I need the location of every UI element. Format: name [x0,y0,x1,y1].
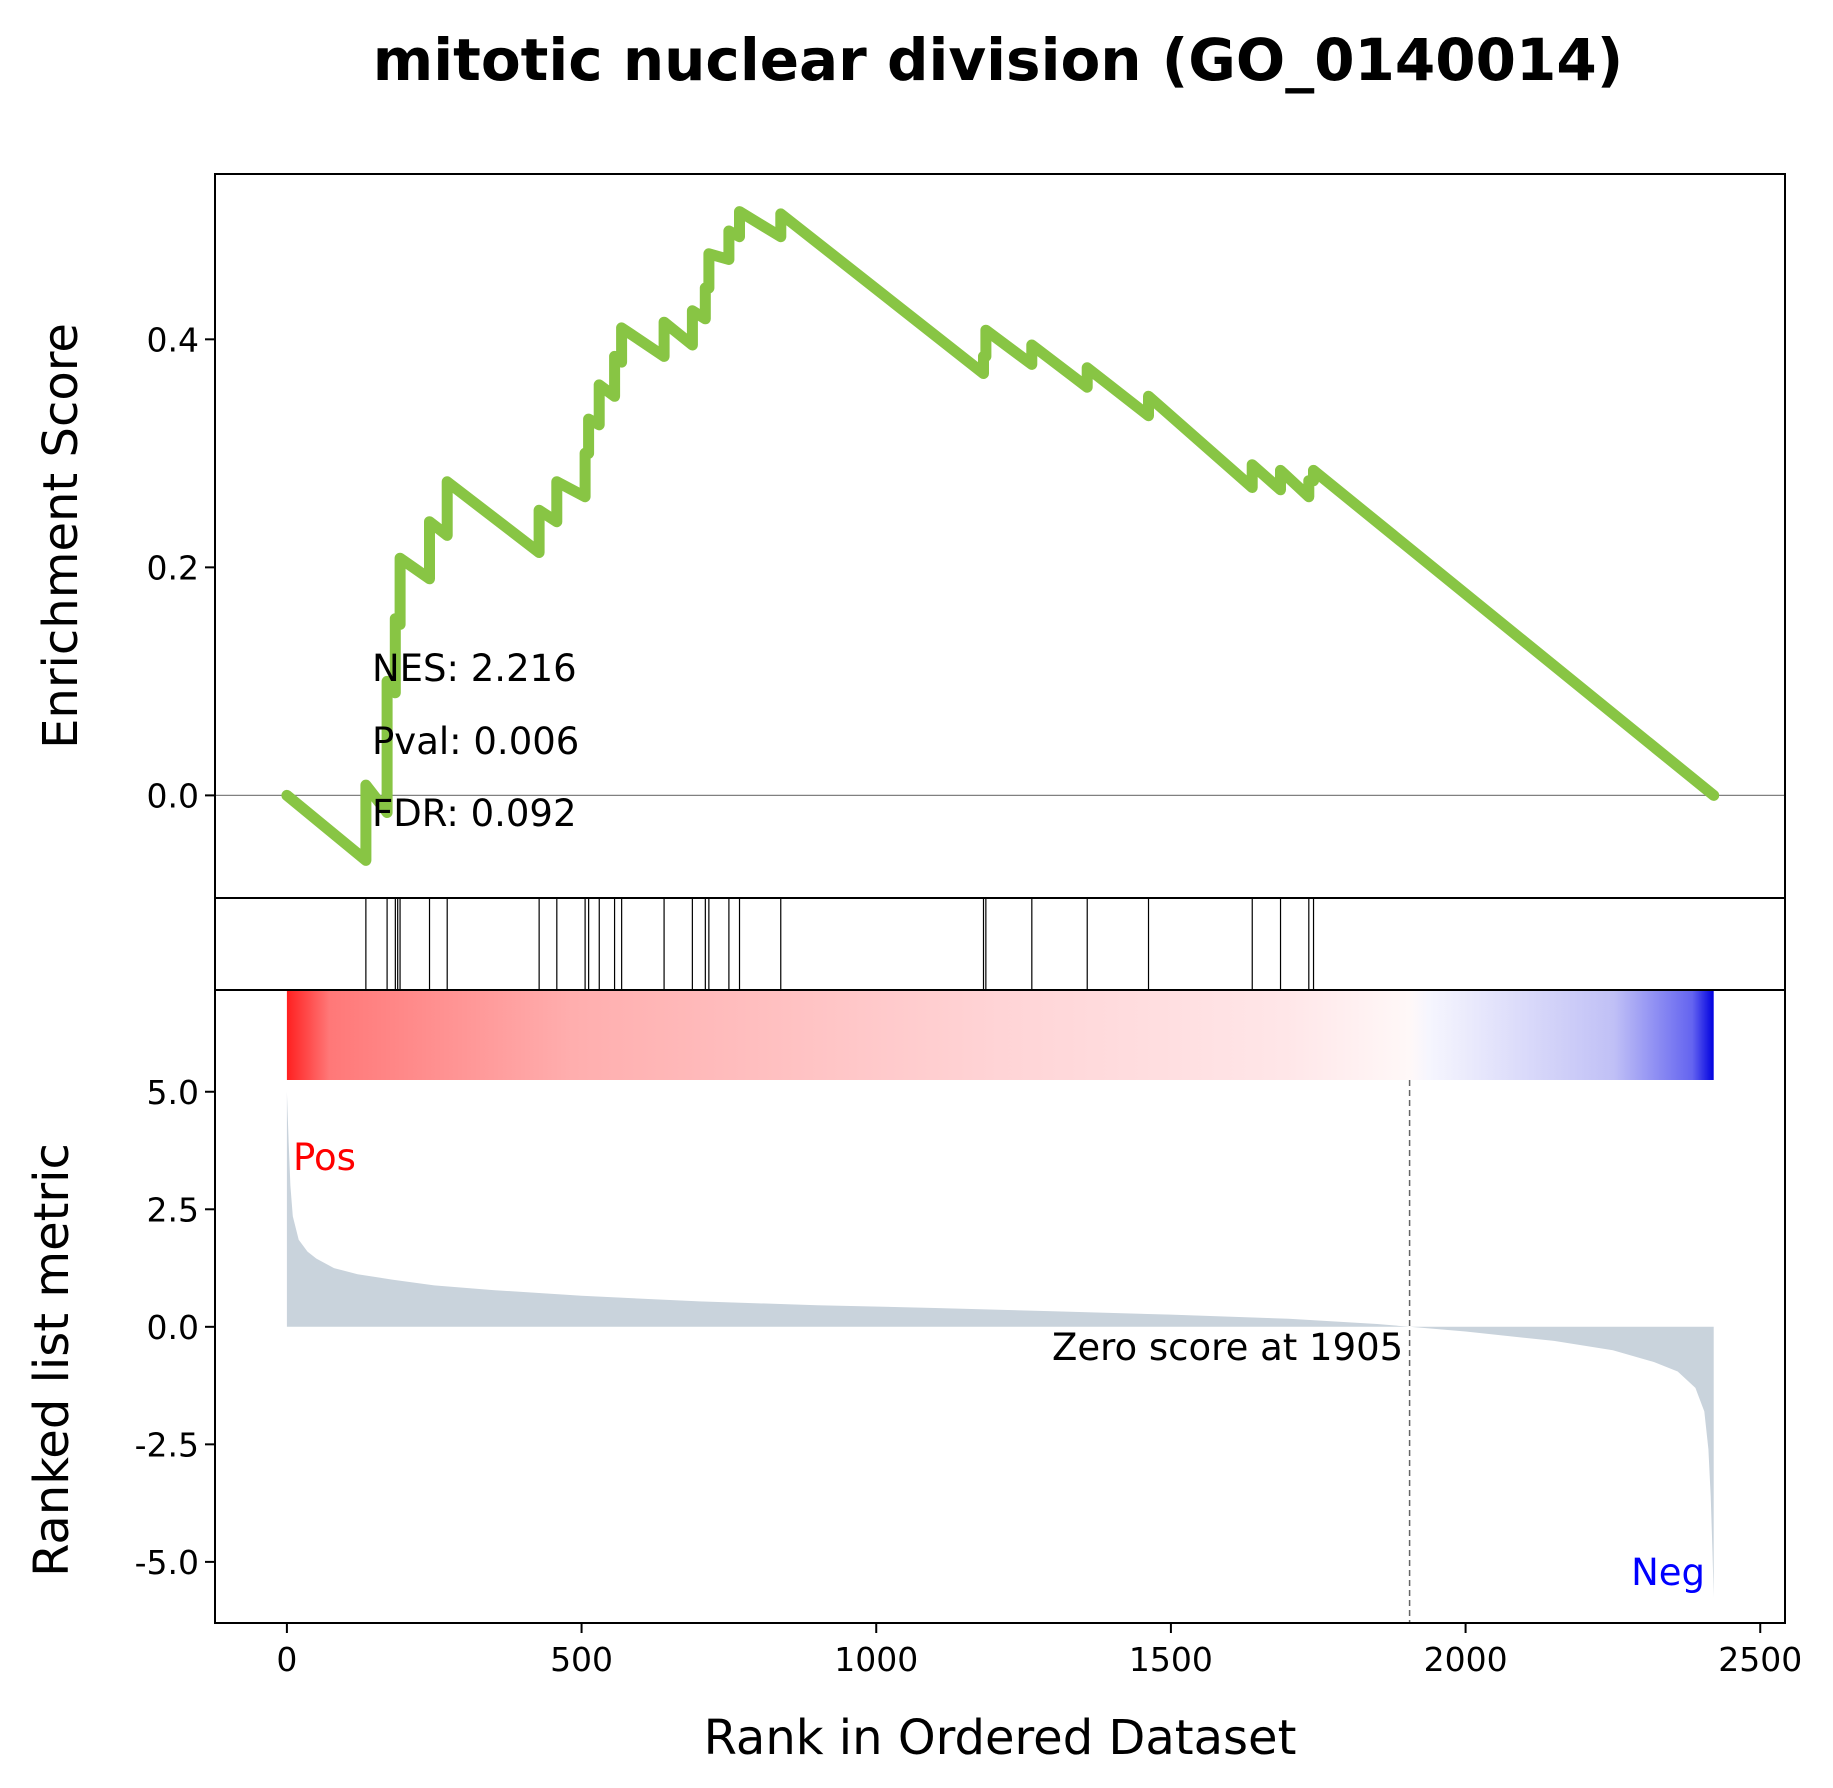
metric-y-tick-label: 0.0 [147,1308,199,1347]
metric-y-tick-label: -2.5 [135,1425,199,1464]
metric-y-tick-label: -5.0 [135,1543,199,1582]
x-tick-label: 1000 [834,1640,918,1679]
metric-y-tick-label: 5.0 [147,1073,199,1112]
metric-x-ticks: 0 500 1000 1500 2000 2500 [276,1623,1802,1679]
es-y-ticks: 0.0 0.2 0.4 [147,320,215,815]
pos-label: Pos [293,1136,356,1179]
es-y-tick-label: 0.2 [147,548,199,587]
x-tick-label: 2000 [1424,1640,1508,1679]
metric-y-axis-label: Ranked list metric [24,1143,80,1577]
hits-panel [214,897,1786,991]
x-tick-label: 1500 [1129,1640,1213,1679]
es-y-tick-label: 0.0 [147,776,199,815]
x-tick-label: 500 [550,1640,613,1679]
metric-y-tick-label: 2.5 [147,1190,199,1229]
x-tick-label: 2500 [1718,1640,1802,1679]
hit-lines [365,898,1315,990]
nes-stat: NES: 2.216 [372,647,577,690]
pval-stat: Pval: 0.006 [372,720,579,763]
chart-title: mitotic nuclear division (GO_0140014) [373,26,1623,94]
x-tick-label: 0 [276,1640,297,1679]
es-y-tick-label: 0.4 [147,320,199,359]
neg-label: Neg [1631,1551,1705,1594]
fdr-stat: FDR: 0.092 [372,792,577,835]
es-y-axis-label: Enrichment Score [33,323,89,749]
ranked-metric-area [286,1091,1714,1598]
rank-heatmap-bar [286,990,1714,1080]
running-enrichment-line [281,206,1720,866]
x-axis-label: Rank in Ordered Dataset [704,1710,1297,1766]
metric-panel-frame [214,989,1786,1624]
zero-score-label: Zero score at 1905 [1052,1326,1403,1369]
enrichment-panel: 0.0 0.2 0.4 Enrichment Score NES: 2.216 Pv… [33,173,1786,899]
metric-y-ticks: -5.0 -2.5 0.0 2.5 5.0 [135,1073,215,1582]
hits-panel-frame [214,897,1786,991]
metric-panel: -5.0 -2.5 0.0 2.5 5.0 0 500 1000 1500 2000 2500 P… [24,989,1802,1766]
